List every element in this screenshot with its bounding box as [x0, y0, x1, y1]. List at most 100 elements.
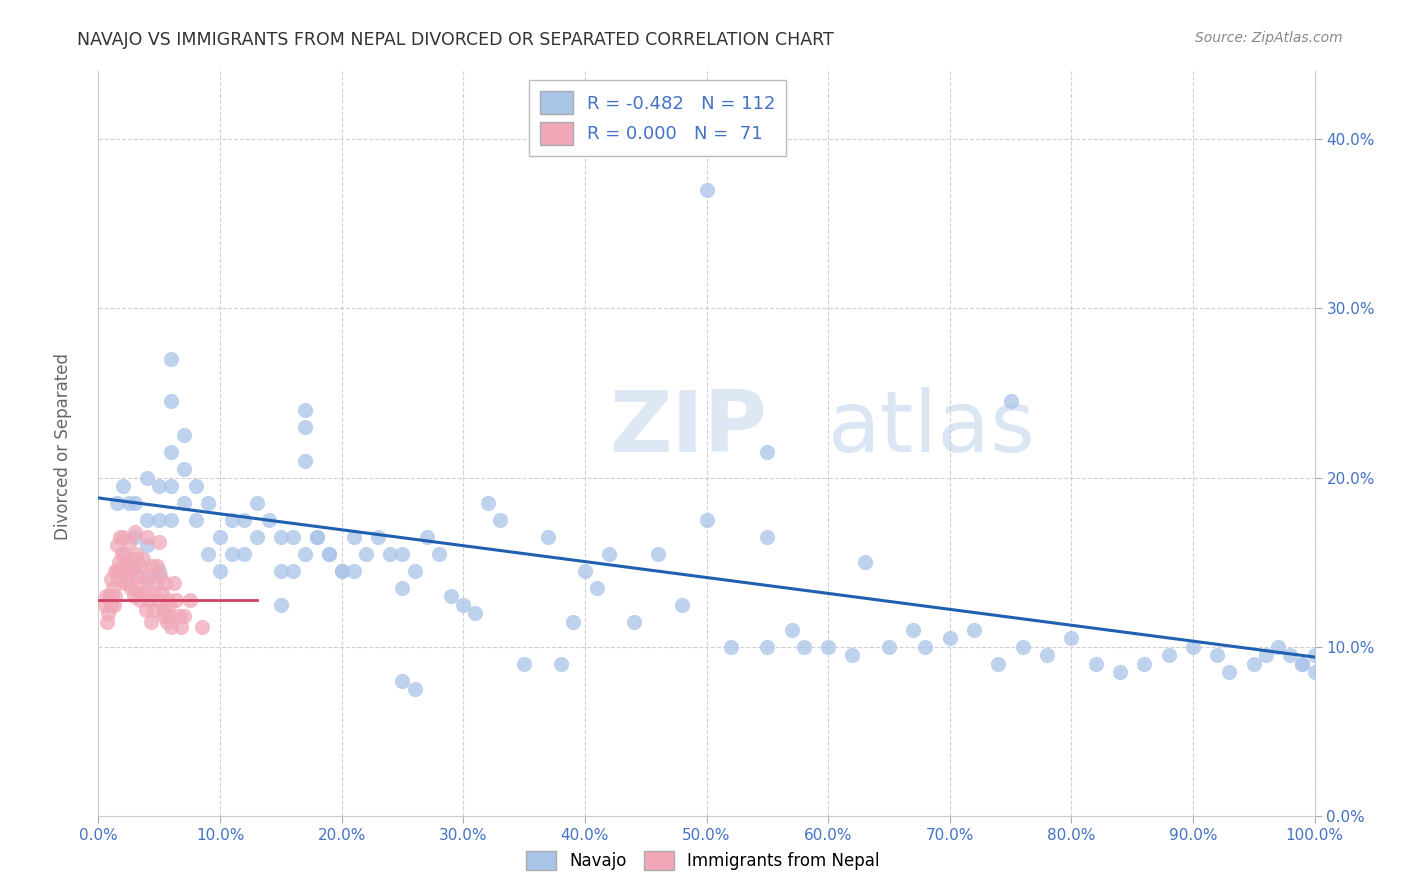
Point	[1291, 657, 1313, 671]
Point	[1060, 632, 1083, 646]
Point	[115, 564, 138, 578]
Point	[184, 513, 207, 527]
Point	[1133, 657, 1156, 671]
Point	[150, 586, 173, 600]
Point	[903, 623, 925, 637]
Point	[209, 564, 232, 578]
Point	[756, 530, 779, 544]
Point	[257, 513, 280, 527]
Point	[939, 632, 962, 646]
Point	[391, 547, 413, 561]
Point	[110, 547, 132, 561]
Point	[914, 640, 936, 654]
Point	[124, 564, 146, 578]
Point	[294, 403, 316, 417]
Point	[1279, 648, 1302, 663]
Point	[427, 547, 450, 561]
Point	[136, 569, 159, 583]
Point	[841, 648, 863, 663]
Point	[100, 598, 122, 612]
Point	[307, 530, 329, 544]
Point	[120, 581, 142, 595]
Point	[139, 615, 162, 629]
Point	[163, 575, 186, 590]
Point	[156, 592, 179, 607]
Point	[1157, 648, 1180, 663]
Point	[343, 530, 366, 544]
Point	[1182, 640, 1205, 654]
Point	[136, 572, 159, 586]
Text: Source: ZipAtlas.com: Source: ZipAtlas.com	[1195, 31, 1343, 45]
Point	[155, 575, 177, 590]
Point	[110, 564, 132, 578]
Point	[307, 530, 329, 544]
Point	[647, 547, 669, 561]
Point	[105, 564, 128, 578]
Point	[93, 598, 115, 612]
Point	[136, 470, 159, 484]
Point	[1036, 648, 1059, 663]
Point	[294, 420, 316, 434]
Point	[416, 530, 439, 544]
Legend: R = -0.482   N = 112, R = 0.000   N =  71: R = -0.482 N = 112, R = 0.000 N = 71	[530, 80, 786, 156]
Point	[1254, 648, 1277, 663]
Point	[108, 555, 131, 569]
Point	[107, 572, 129, 586]
Point	[111, 558, 134, 573]
Point	[221, 547, 243, 561]
Point	[404, 564, 426, 578]
Point	[148, 564, 170, 578]
Point	[793, 640, 815, 654]
Point	[318, 547, 340, 561]
Point	[160, 479, 183, 493]
Point	[696, 183, 718, 197]
Point	[104, 564, 127, 578]
Point	[780, 623, 803, 637]
Point	[131, 575, 153, 590]
Point	[101, 589, 124, 603]
Legend: Navajo, Immigrants from Nepal: Navajo, Immigrants from Nepal	[520, 844, 886, 877]
Point	[138, 592, 160, 607]
Point	[114, 558, 136, 573]
Point	[125, 547, 148, 561]
Point	[148, 479, 170, 493]
Point	[157, 598, 180, 612]
Point	[129, 558, 152, 573]
Point	[1303, 648, 1326, 663]
Point	[132, 552, 155, 566]
Point	[1303, 665, 1326, 680]
Point	[165, 592, 187, 607]
Point	[574, 564, 596, 578]
Point	[160, 513, 183, 527]
Point	[124, 530, 146, 544]
Point	[294, 547, 316, 561]
Point	[98, 589, 121, 603]
Point	[103, 598, 125, 612]
Point	[124, 552, 146, 566]
Text: Divorced or Separated: Divorced or Separated	[55, 352, 72, 540]
Point	[167, 609, 190, 624]
Point	[160, 352, 183, 367]
Point	[294, 453, 316, 467]
Point	[136, 513, 159, 527]
Point	[170, 619, 193, 633]
Point	[148, 535, 170, 549]
Point	[122, 589, 145, 603]
Point	[105, 538, 128, 552]
Point	[586, 581, 609, 595]
Point	[877, 640, 900, 654]
Point	[111, 530, 134, 544]
Point	[136, 538, 159, 552]
Point	[152, 602, 174, 616]
Point	[105, 496, 128, 510]
Point	[159, 609, 181, 624]
Point	[128, 586, 150, 600]
Point	[561, 615, 583, 629]
Point	[963, 623, 986, 637]
Point	[756, 640, 779, 654]
Point	[1011, 640, 1033, 654]
Point	[671, 598, 693, 612]
Point	[121, 558, 143, 573]
Point	[1206, 648, 1229, 663]
Point	[155, 615, 177, 629]
